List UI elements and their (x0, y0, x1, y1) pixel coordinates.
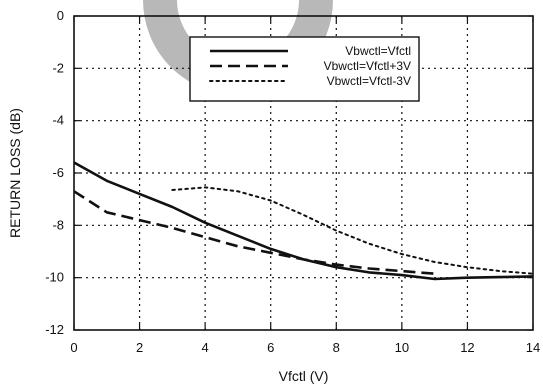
y-axis-label: RETURN LOSS (dB) (7, 108, 23, 238)
y-tick-label-5: -10 (45, 270, 64, 285)
x-tick-label-7: 14 (526, 340, 540, 355)
x-tick-label-0: 0 (70, 340, 77, 355)
series-layer (73, 161, 534, 281)
y-tick-label-4: -8 (52, 217, 64, 232)
y-tick-label-6: -12 (45, 322, 64, 337)
x-tick-label-4: 8 (333, 340, 340, 355)
legend-label-2: Vbwctl=Vfctl-3V (327, 74, 411, 88)
legend-box (189, 36, 420, 102)
series-line-2 (171, 186, 534, 275)
legend-label-1: Vbwctl=Vfctl+3V (324, 59, 411, 73)
y-tick-label-3: -6 (52, 165, 64, 180)
y-tick-label-0: 0 (57, 8, 64, 23)
axis-layer: 0 2 4 6 8 10 12 14 0 -2 -4 -6 -8 -10 -12 Vfctl (V) RETUR… (7, 8, 540, 384)
legend: Vbwctl=VfctlVbwctl=Vfctl+3VVbwctl=Vfctl-… (189, 36, 420, 102)
y-tick-label-2: -4 (52, 113, 64, 128)
series-line-1 (73, 190, 435, 275)
y-tick-label-1: -2 (52, 60, 64, 75)
x-tick-label-1: 2 (136, 340, 143, 355)
x-axis-label: Vfctl (V) (279, 368, 329, 384)
x-tick-label-3: 6 (267, 340, 274, 355)
x-tick-label-2: 4 (202, 340, 209, 355)
legend-label-0: Vbwctl=Vfctl (345, 44, 411, 58)
x-tick-label-6: 12 (460, 340, 474, 355)
x-tick-label-5: 10 (395, 340, 409, 355)
